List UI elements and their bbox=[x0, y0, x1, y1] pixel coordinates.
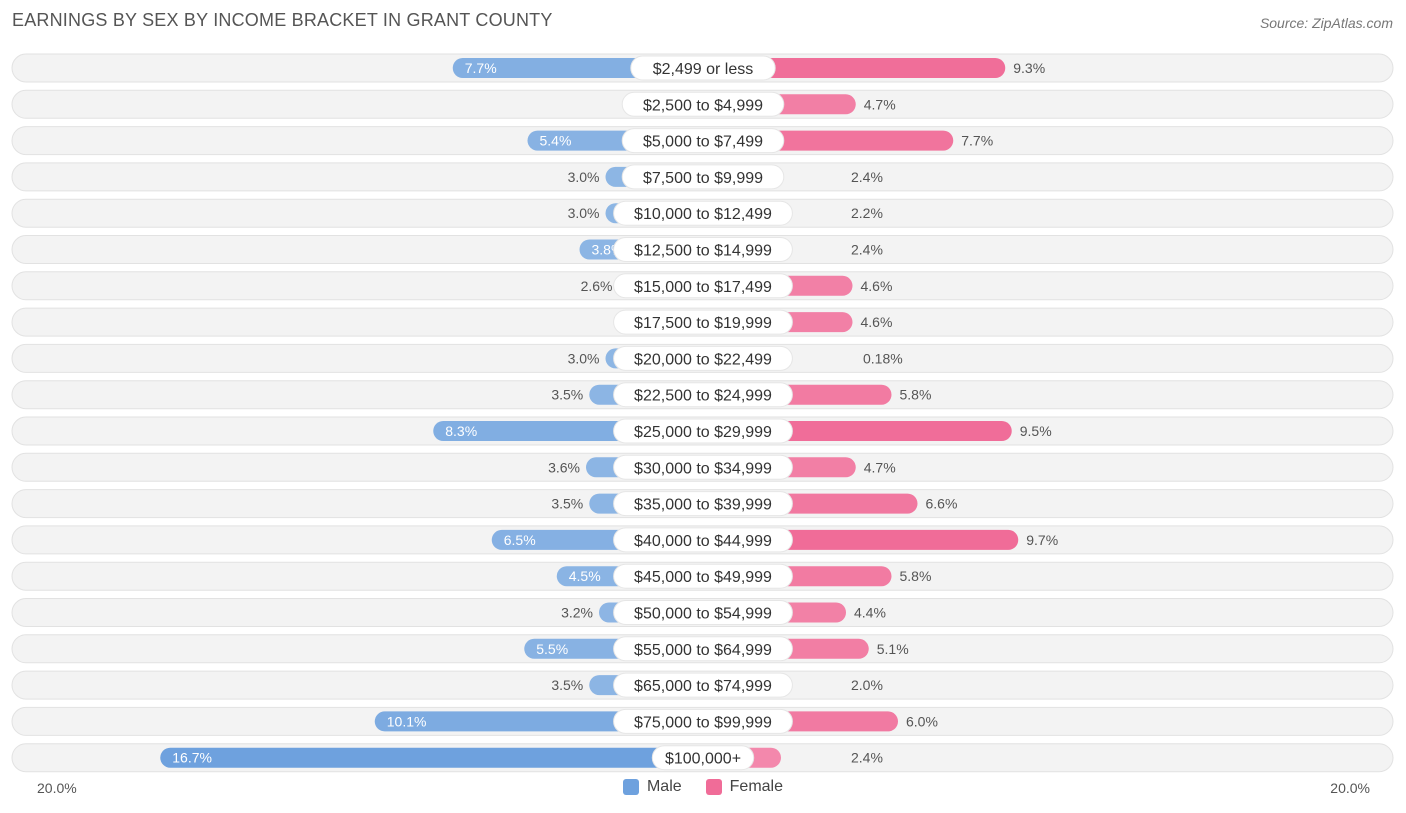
female-value-label: 7.7% bbox=[961, 133, 993, 149]
female-value-label: 6.0% bbox=[906, 713, 938, 729]
category-label: $15,000 to $17,499 bbox=[634, 279, 772, 296]
category-label: $5,000 to $7,499 bbox=[643, 134, 763, 151]
category-label: $2,500 to $4,999 bbox=[643, 97, 763, 114]
male-value-label: 3.5% bbox=[551, 387, 583, 403]
female-value-label: 5.8% bbox=[900, 568, 932, 584]
category-label: $55,000 to $64,999 bbox=[634, 642, 772, 659]
category-label: $50,000 to $54,999 bbox=[634, 606, 772, 623]
male-value-label: 3.5% bbox=[551, 677, 583, 693]
category-pill bbox=[613, 237, 793, 262]
female-value-label: 5.1% bbox=[877, 641, 909, 657]
female-value-label: 4.6% bbox=[861, 278, 893, 294]
category-label: $10,000 to $12,499 bbox=[634, 206, 772, 223]
category-label: $35,000 to $39,999 bbox=[634, 497, 772, 514]
category-pill bbox=[651, 745, 755, 771]
male-value-label: 10.1% bbox=[387, 713, 427, 729]
category-label: $65,000 to $74,999 bbox=[634, 678, 772, 695]
legend-swatch-female bbox=[705, 779, 722, 795]
category-label: $2,499 or less bbox=[653, 61, 754, 78]
category-label: $17,500 to $19,999 bbox=[634, 315, 772, 332]
male-value-label: 2.6% bbox=[581, 278, 613, 294]
legend-swatch-male bbox=[622, 779, 639, 795]
legend-label-male: Male bbox=[646, 778, 682, 795]
female-value-label: 5.8% bbox=[900, 387, 932, 403]
female-value-label: 9.5% bbox=[1020, 423, 1052, 439]
male-value-label: 3.6% bbox=[548, 459, 580, 475]
category-pill bbox=[613, 563, 793, 589]
category-label: $22,500 to $24,999 bbox=[634, 388, 772, 405]
category-label: $75,000 to $99,999 bbox=[634, 714, 772, 731]
category-pill bbox=[613, 636, 793, 662]
female-value-label: 0.18% bbox=[863, 350, 903, 366]
category-pill bbox=[613, 345, 793, 371]
male-value-label: 3.5% bbox=[551, 496, 583, 512]
male-value-label: 7.7% bbox=[465, 60, 497, 76]
category-pill bbox=[613, 491, 793, 517]
category-pill bbox=[613, 382, 793, 408]
category-label: $30,000 to $34,999 bbox=[634, 460, 772, 477]
female-value-label: 2.4% bbox=[851, 750, 883, 766]
category-pill bbox=[613, 418, 793, 444]
female-value-label: 4.7% bbox=[864, 96, 896, 112]
male-value-label: 8.3% bbox=[445, 423, 477, 439]
female-value-label: 6.6% bbox=[926, 496, 958, 512]
category-pill bbox=[621, 164, 785, 190]
female-value-label: 4.4% bbox=[854, 605, 886, 621]
category-pill bbox=[613, 200, 793, 226]
category-label: $40,000 to $44,999 bbox=[634, 533, 772, 550]
female-value-label: 2.2% bbox=[851, 205, 883, 221]
source-label: Source: ZipAtlas.com bbox=[1259, 15, 1393, 31]
category-pill bbox=[613, 527, 793, 553]
male-value-label: 4.5% bbox=[569, 568, 601, 584]
male-value-label: 3.2% bbox=[561, 605, 593, 621]
female-value-label: 2.0% bbox=[851, 677, 883, 693]
legend-label-female: Female bbox=[729, 778, 784, 795]
category-label: $100,000+ bbox=[665, 751, 741, 768]
female-value-label: 2.4% bbox=[851, 169, 883, 185]
male-value-label: 3.0% bbox=[568, 205, 600, 221]
category-pill bbox=[613, 309, 793, 335]
category-label: $45,000 to $49,999 bbox=[634, 569, 772, 586]
category-label: $7,500 to $9,999 bbox=[643, 170, 763, 187]
legend-item-female[interactable]: Female bbox=[705, 778, 784, 796]
chart-title: EARNINGS BY SEX BY INCOME BRACKET IN GRA… bbox=[12, 10, 553, 30]
female-value-label: 9.3% bbox=[1013, 60, 1045, 76]
female-bar bbox=[703, 58, 1006, 78]
legend: Male Female bbox=[0, 778, 1406, 796]
male-value-label: 6.5% bbox=[504, 532, 536, 548]
female-value-label: 9.7% bbox=[1026, 532, 1058, 548]
male-value-label: 5.5% bbox=[536, 641, 568, 657]
category-pill bbox=[613, 273, 793, 299]
axis-right-label: 20.0% bbox=[1330, 780, 1370, 796]
female-value-label: 2.4% bbox=[851, 242, 883, 258]
category-pill bbox=[613, 708, 793, 734]
male-value-label: 16.7% bbox=[172, 750, 212, 766]
axis-left-label: 20.0% bbox=[37, 780, 77, 796]
category-pill bbox=[621, 91, 785, 117]
male-value-label: 5.4% bbox=[540, 133, 572, 149]
category-label: $25,000 to $29,999 bbox=[634, 424, 772, 441]
male-bar bbox=[160, 747, 703, 768]
female-value-label: 4.7% bbox=[864, 459, 896, 475]
category-pill bbox=[613, 600, 793, 625]
male-value-label: 3.0% bbox=[568, 350, 600, 366]
male-value-label: 3.0% bbox=[568, 169, 600, 185]
category-pill bbox=[621, 128, 785, 154]
category-pill bbox=[613, 454, 793, 480]
category-pill bbox=[630, 55, 776, 81]
female-value-label: 4.6% bbox=[861, 314, 893, 330]
category-label: $12,500 to $14,999 bbox=[634, 243, 772, 260]
category-label: $20,000 to $22,499 bbox=[634, 351, 772, 368]
legend-item-male[interactable]: Male bbox=[622, 778, 682, 796]
category-pill bbox=[613, 672, 793, 698]
